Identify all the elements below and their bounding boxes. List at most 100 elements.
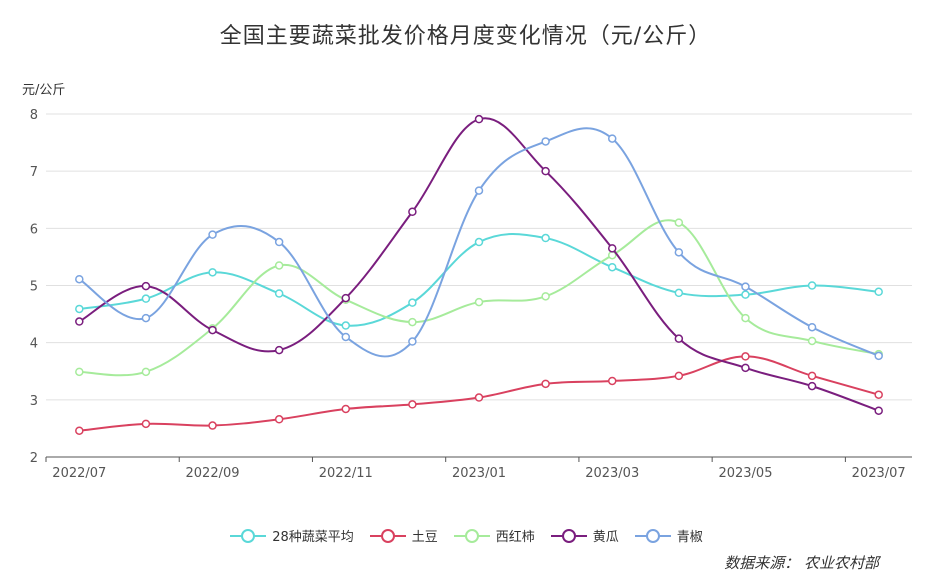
series-1 xyxy=(75,352,883,435)
y-tick-label: 3 xyxy=(30,394,38,409)
data-point xyxy=(674,218,684,227)
source-note: 数据来源： 农业农村部 xyxy=(724,554,879,572)
data-point xyxy=(541,379,550,389)
x-tick-label: 2023/07 xyxy=(852,466,906,481)
data-point xyxy=(208,268,217,277)
legend-swatch xyxy=(369,528,406,543)
data-point xyxy=(807,336,817,346)
data-point xyxy=(141,281,151,291)
data-point xyxy=(75,274,84,284)
data-point xyxy=(741,290,750,299)
data-point xyxy=(141,367,151,377)
data-point xyxy=(141,419,151,429)
legend-swatch-marker xyxy=(464,528,479,543)
data-point xyxy=(408,317,417,327)
data-point xyxy=(274,261,284,270)
y-tick-label: 2 xyxy=(30,451,38,466)
series-3 xyxy=(75,114,883,415)
data-point xyxy=(75,367,84,377)
data-point xyxy=(541,292,550,301)
legend-item[interactable]: 土豆 xyxy=(368,526,438,545)
y-tick-label: 6 xyxy=(30,222,38,237)
legend-swatch-marker xyxy=(380,528,395,543)
data-point xyxy=(674,334,684,343)
x-tick-label: 2022/11 xyxy=(319,466,373,481)
data-point xyxy=(807,381,817,391)
series-line xyxy=(78,117,880,412)
x-tick-label: 2023/05 xyxy=(718,466,772,481)
series-4 xyxy=(75,127,883,361)
data-point xyxy=(874,406,883,415)
y-tick-label: 8 xyxy=(30,108,38,123)
data-point xyxy=(674,248,684,257)
data-point xyxy=(341,293,351,303)
data-point xyxy=(607,244,617,253)
legend-swatch-marker xyxy=(241,528,256,543)
data-point xyxy=(408,400,417,409)
data-point xyxy=(741,363,750,373)
line-chart: 元/公斤 2 3 4 5 6 7 8 2022/07 2022/09 2022/11 2023/01… xyxy=(22,83,912,481)
series-0 xyxy=(75,233,883,330)
data-point xyxy=(474,186,484,195)
data-point xyxy=(607,134,617,143)
data-point xyxy=(874,390,883,399)
legend-item[interactable]: 28种蔬菜平均 xyxy=(228,526,354,545)
y-tick-label: 5 xyxy=(30,280,38,295)
data-point xyxy=(607,376,617,386)
legend-swatch-marker xyxy=(561,528,576,543)
data-point xyxy=(408,337,417,346)
data-point xyxy=(874,351,883,361)
data-point xyxy=(141,294,151,303)
data-point xyxy=(75,426,84,435)
data-point xyxy=(474,393,484,402)
data-point xyxy=(607,262,617,272)
y-tick-label: 4 xyxy=(30,337,38,352)
data-point xyxy=(674,371,684,381)
legend: 28种蔬菜平均 土豆 西红柿 黄瓜 青椒 xyxy=(0,526,931,545)
grid-lines xyxy=(46,113,912,401)
legend-swatch xyxy=(550,528,587,543)
data-point xyxy=(474,114,484,124)
data-point xyxy=(541,233,550,243)
x-tick-label: 2022/07 xyxy=(52,466,106,481)
data-point xyxy=(208,421,217,430)
data-point xyxy=(408,298,417,307)
data-point xyxy=(75,304,84,314)
data-point xyxy=(741,352,750,361)
data-point xyxy=(274,415,284,424)
series-lines xyxy=(75,114,883,435)
axes: 2 3 4 5 6 7 8 2022/07 2022/09 2022/11 2023/01 2023/… xyxy=(30,108,912,481)
data-point xyxy=(341,404,351,414)
data-point xyxy=(341,332,351,342)
data-point xyxy=(474,237,484,247)
x-tick-label: 2022/09 xyxy=(186,466,240,481)
data-point xyxy=(274,345,284,355)
data-point xyxy=(141,313,151,323)
data-point xyxy=(541,137,550,146)
data-point xyxy=(274,237,284,247)
data-point xyxy=(674,288,684,298)
legend-label: 西红柿 xyxy=(495,530,535,545)
data-point xyxy=(874,287,883,297)
data-point xyxy=(274,289,284,298)
data-point xyxy=(208,230,217,239)
x-tick-label: 2023/03 xyxy=(585,466,639,481)
data-point xyxy=(741,282,750,291)
legend-label: 土豆 xyxy=(411,530,438,545)
data-point xyxy=(75,317,84,326)
data-point xyxy=(807,322,817,332)
legend-swatch xyxy=(634,528,671,543)
legend-item[interactable]: 西红柿 xyxy=(452,526,535,545)
legend-swatch-marker xyxy=(645,528,660,543)
data-point xyxy=(807,281,817,290)
legend-item[interactable]: 黄瓜 xyxy=(549,526,619,545)
x-tick-label: 2023/01 xyxy=(452,466,506,481)
data-point xyxy=(541,166,550,176)
legend-label: 黄瓜 xyxy=(592,530,619,545)
legend-item[interactable]: 青椒 xyxy=(633,526,703,545)
chart-title: 全国主要蔬菜批发价格月度变化情况（元/公斤） xyxy=(219,24,712,49)
y-tick-label: 7 xyxy=(30,165,38,180)
data-point xyxy=(341,321,351,330)
legend-label: 青椒 xyxy=(676,530,703,545)
data-point xyxy=(474,297,484,307)
